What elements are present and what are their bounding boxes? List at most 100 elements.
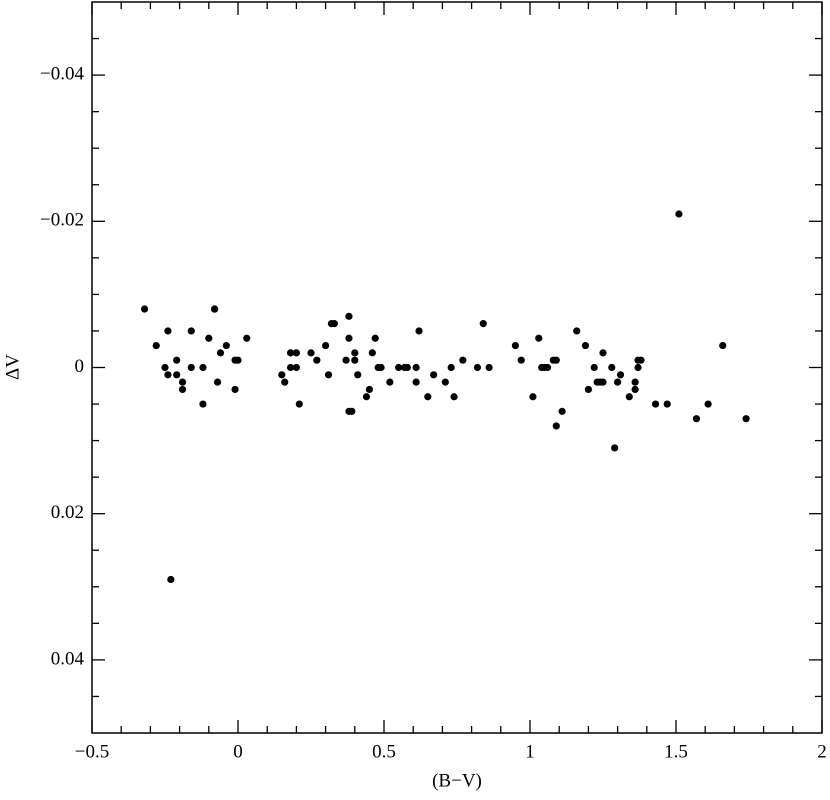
point (164, 371, 172, 379)
point (234, 356, 242, 364)
point (599, 378, 607, 386)
point (535, 334, 543, 342)
point (199, 400, 207, 408)
point (164, 327, 172, 335)
point (173, 356, 181, 364)
point (415, 327, 423, 335)
point (140, 305, 149, 313)
point (173, 371, 181, 379)
point (222, 341, 230, 350)
point (581, 341, 590, 350)
point (167, 575, 175, 584)
y-tick-label: −0.04 (40, 63, 84, 84)
point (286, 349, 295, 357)
point (485, 363, 493, 372)
point (292, 349, 300, 357)
point (412, 378, 420, 386)
point (152, 341, 160, 350)
point (473, 363, 482, 372)
point (365, 385, 373, 394)
point (651, 400, 660, 408)
point (704, 400, 712, 408)
point (377, 363, 385, 372)
point (161, 363, 169, 372)
point (403, 363, 411, 372)
point (278, 371, 286, 379)
point (386, 378, 394, 386)
point (543, 363, 552, 372)
x-tick-label: 0.5 (372, 741, 396, 762)
point (663, 400, 671, 408)
point (187, 327, 195, 335)
point (614, 378, 622, 386)
point (573, 327, 581, 335)
point (611, 444, 619, 452)
point (362, 393, 371, 401)
point (342, 356, 350, 364)
point (351, 356, 359, 364)
point (692, 415, 701, 423)
point (552, 422, 560, 430)
y-tick-label: −0.02 (40, 210, 84, 231)
point (281, 378, 289, 386)
point (719, 341, 727, 350)
point (424, 393, 432, 401)
point (608, 363, 616, 372)
point (590, 363, 598, 372)
point (529, 393, 537, 401)
point (322, 341, 330, 350)
point (213, 378, 222, 386)
x-tick-label: 1 (525, 741, 535, 762)
point (231, 385, 239, 394)
x-tick-label: 2 (817, 741, 827, 762)
point (584, 385, 593, 394)
point (742, 415, 750, 423)
y-tick-label: 0.02 (51, 502, 84, 523)
point (552, 356, 560, 364)
point (517, 356, 525, 364)
point (634, 363, 642, 372)
point (330, 320, 338, 328)
point (345, 312, 353, 320)
point (216, 349, 225, 357)
point (625, 393, 633, 401)
point (292, 363, 300, 372)
point (178, 385, 187, 394)
y-tick-label: 0 (75, 356, 85, 377)
point (286, 363, 295, 372)
point (371, 334, 379, 342)
point (368, 349, 376, 357)
y-axis-label: ΔV (2, 354, 23, 380)
point (324, 371, 333, 379)
point (243, 334, 251, 342)
point (187, 363, 195, 372)
point (599, 349, 607, 357)
point (511, 341, 519, 350)
point (345, 334, 353, 342)
point (351, 349, 359, 357)
point (631, 378, 639, 386)
point (447, 363, 455, 372)
point (631, 385, 639, 394)
point (295, 400, 303, 408)
point (637, 356, 645, 364)
x-axis-label: (B−V) (432, 770, 482, 791)
point (558, 407, 566, 415)
point (450, 393, 458, 401)
point (412, 363, 420, 372)
point (307, 349, 315, 357)
point (211, 305, 219, 313)
x-tick-label: 1.5 (664, 741, 688, 762)
point (395, 363, 403, 372)
point (348, 407, 356, 415)
point (178, 378, 187, 386)
point (205, 334, 213, 342)
point (616, 371, 625, 379)
x-tick-label: 0 (233, 741, 243, 762)
point (430, 371, 438, 379)
x-tick-label: −0.5 (75, 741, 109, 762)
point (459, 356, 467, 364)
y-tick-label: 0.04 (51, 648, 85, 669)
point (313, 356, 321, 364)
